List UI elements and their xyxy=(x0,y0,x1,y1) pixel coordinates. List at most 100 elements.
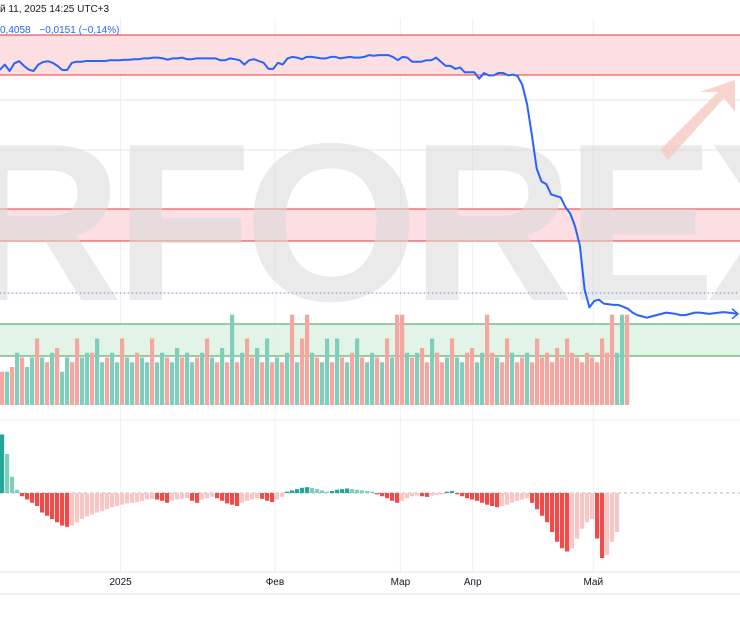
volume-bar xyxy=(185,352,190,405)
volume-bar xyxy=(100,362,105,405)
volume-bar xyxy=(400,314,405,405)
volume-bar xyxy=(340,357,345,405)
volume-bar xyxy=(95,338,100,405)
histogram-bar xyxy=(380,493,385,497)
histogram-bar xyxy=(25,493,30,500)
histogram-bar xyxy=(545,493,550,523)
histogram-bar xyxy=(465,493,470,499)
volume-bar xyxy=(190,362,195,405)
volume-bar xyxy=(35,338,40,405)
volume-bar xyxy=(610,314,615,405)
volume-bar xyxy=(580,362,585,405)
volume-bar xyxy=(295,362,300,405)
histogram-bar xyxy=(260,493,265,499)
histogram-bar xyxy=(275,493,280,500)
histogram-bar xyxy=(270,493,275,503)
volume-bar xyxy=(540,357,545,405)
volume-bar xyxy=(130,362,135,405)
volume-bar xyxy=(320,362,325,405)
price-line-end-marker xyxy=(731,308,740,320)
histogram-bar xyxy=(515,493,520,501)
volume-bar xyxy=(65,357,70,405)
histogram-bar xyxy=(130,493,135,503)
volume-bar xyxy=(605,352,610,405)
volume-bar xyxy=(395,314,400,405)
volume-bar xyxy=(495,357,500,405)
histogram-bar xyxy=(70,493,75,526)
histogram-bar xyxy=(370,491,375,493)
histogram-bar xyxy=(435,493,440,495)
volume-bar xyxy=(180,357,185,405)
histogram-bar xyxy=(430,493,435,496)
histogram-bar xyxy=(310,487,315,493)
volume-bar xyxy=(490,352,495,405)
volume-bar xyxy=(145,362,150,405)
volume-bar xyxy=(625,314,630,405)
histogram-bar xyxy=(450,491,455,493)
histogram-bar xyxy=(520,493,525,500)
volume-bar xyxy=(525,352,530,405)
volume-bar xyxy=(555,348,560,405)
histogram-bar xyxy=(605,493,610,555)
volume-bar xyxy=(300,338,305,405)
histogram-bar xyxy=(305,487,310,493)
volume-bar xyxy=(270,362,275,405)
volume-bar xyxy=(430,338,435,405)
histogram-bar xyxy=(480,493,485,503)
histogram-bar xyxy=(300,487,305,493)
histogram-bar xyxy=(560,493,565,549)
volume-bar xyxy=(50,352,55,405)
histogram-bar xyxy=(190,493,195,501)
histogram-bar xyxy=(580,493,585,529)
histogram-bar xyxy=(590,493,595,519)
histogram-bar xyxy=(230,493,235,505)
histogram-bar xyxy=(110,493,115,508)
volume-bar xyxy=(290,314,295,405)
volume-bar xyxy=(360,357,365,405)
volume-bar xyxy=(390,357,395,405)
volume-bar xyxy=(150,338,155,405)
header-price: 0,4058 −0,0151 (−0,14%) xyxy=(0,25,125,36)
volume-bar xyxy=(275,357,280,405)
histogram-bar xyxy=(0,434,5,493)
histogram-bar xyxy=(265,493,270,501)
histogram-bar xyxy=(15,489,20,493)
volume-bar xyxy=(265,338,270,405)
x-tick-label: Фев xyxy=(266,577,284,588)
histogram-bar xyxy=(405,493,410,499)
volume-bar xyxy=(200,352,205,405)
histogram-bar xyxy=(570,493,575,549)
volume-bar xyxy=(135,352,140,405)
histogram-bar xyxy=(440,493,445,495)
volume-bar xyxy=(620,314,625,405)
histogram-bar xyxy=(460,493,465,497)
volume-bar xyxy=(45,362,50,405)
volume-bar xyxy=(220,348,225,405)
volume-bar xyxy=(175,348,180,405)
volume-bar xyxy=(560,357,565,405)
volume-bar xyxy=(140,357,145,405)
volume-bar xyxy=(565,338,570,405)
histogram-bar xyxy=(530,493,535,503)
volume-bar xyxy=(515,362,520,405)
volume-bar xyxy=(10,367,15,405)
histogram-bar xyxy=(365,491,370,493)
histogram-bar xyxy=(295,489,300,493)
histogram-bar xyxy=(145,493,150,500)
volume-bar xyxy=(5,371,10,405)
volume-bar xyxy=(450,338,455,405)
volume-bar xyxy=(315,357,320,405)
volume-bar xyxy=(305,314,310,405)
volume-bar xyxy=(310,352,315,405)
volume-bar xyxy=(380,362,385,405)
volume-bar xyxy=(15,352,20,405)
histogram-bar xyxy=(335,489,340,493)
histogram-bar xyxy=(550,493,555,532)
volume-bar xyxy=(365,362,370,405)
x-tick-label: Мар xyxy=(391,577,411,588)
histogram-bar xyxy=(540,493,545,516)
volume-bar xyxy=(615,352,620,405)
histogram-bar xyxy=(485,493,490,505)
